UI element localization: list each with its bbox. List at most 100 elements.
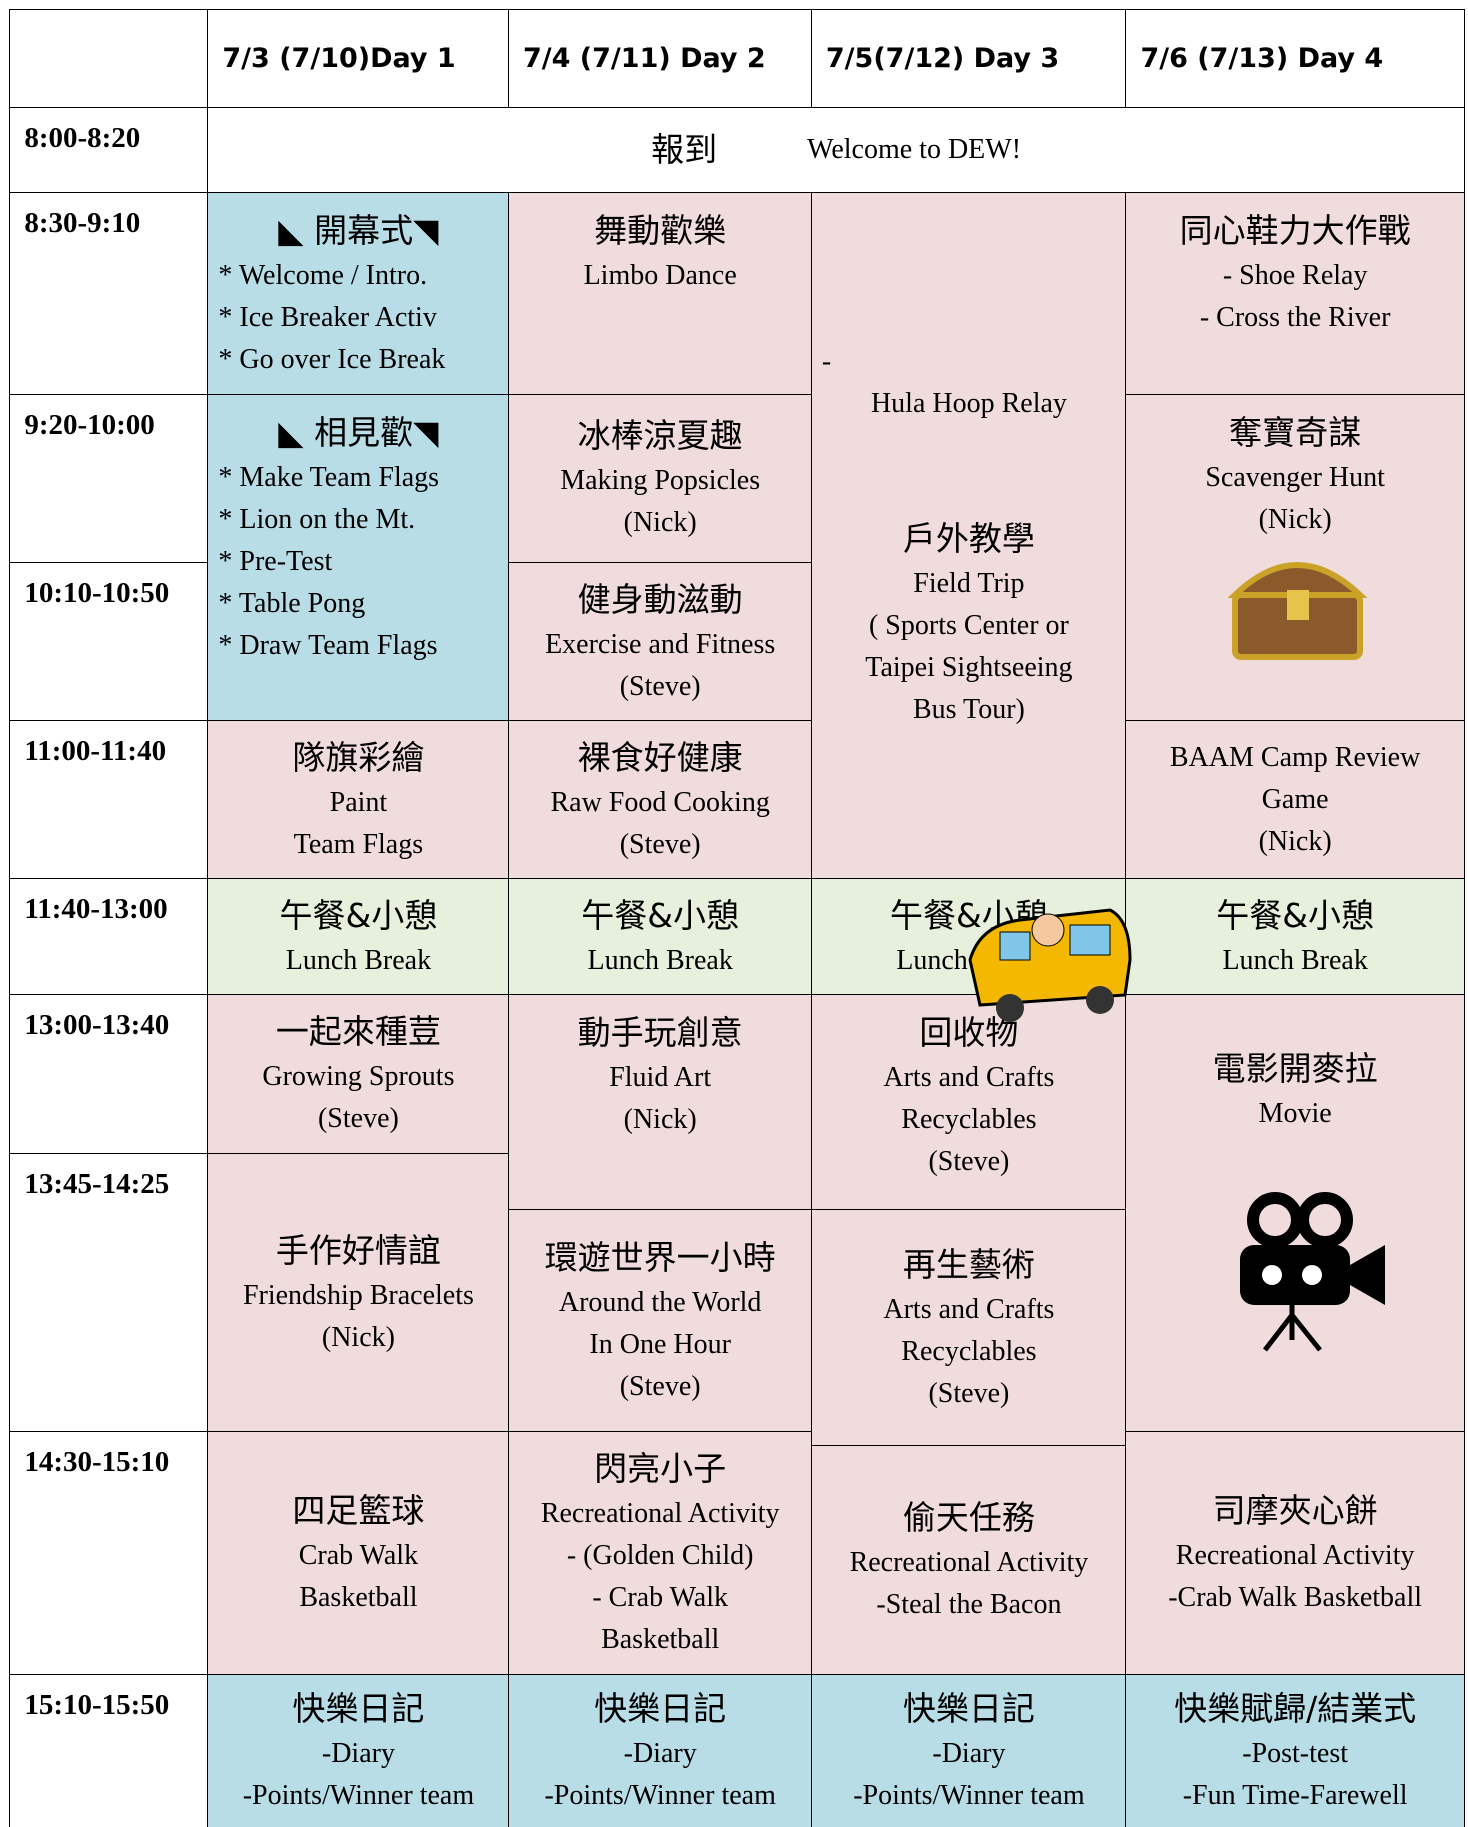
activity-cell: 裸食好健康 Raw Food Cooking (Steve) [507, 720, 813, 880]
activity-line: - Cross the River [1199, 302, 1391, 334]
activity-line: Recreational Activity [540, 1498, 780, 1530]
activity-title: 冰棒涼夏趣 [577, 416, 743, 456]
activity-line: Recyclables [901, 1335, 1037, 1367]
activity-line: Scavenger Hunt [1205, 461, 1385, 493]
activity-title: 報到 [651, 130, 718, 170]
activity-title: 手作好情誼 [275, 1230, 441, 1270]
activity-title: 動手玩創意 [577, 1012, 743, 1052]
movie-camera-icon [1240, 1192, 1385, 1352]
activity-title: 午餐&小憩 [279, 895, 438, 935]
activity-line: Arts and Crafts [883, 1061, 1055, 1093]
activity-title: 司摩夾心餅 [1212, 1491, 1378, 1531]
activity-cell: 舞動歡樂 Limbo Dance [507, 192, 813, 396]
activity-line: Game [1261, 783, 1329, 815]
activity-line: Taipei Sightseeing [865, 652, 1073, 684]
activity-line: (Steve) [619, 670, 701, 702]
activity-line: -Crab Walk Basketball [1168, 1582, 1423, 1614]
activity-title: 快樂日記 [594, 1689, 727, 1729]
time-slot: 9:20-10:00 [9, 393, 209, 564]
activity-line: (Nick) [1258, 825, 1332, 857]
activity-title: 一起來種荳 [275, 1012, 441, 1052]
time-slot: 8:00-8:20 [9, 107, 209, 194]
activity-line: Lunch Break [587, 944, 733, 976]
activity-line: Fluid Art [609, 1061, 712, 1093]
activity-title: 戶外教學 [902, 519, 1035, 559]
activity-line: Hula Hoop Relay [870, 388, 1067, 420]
activity-cell: 環遊世界一小時 Around the World In One Hour (Steve… [507, 1209, 813, 1433]
activity-line: * Pre-Test [218, 545, 333, 577]
activity-cell: ◣ 開幕式◥ * Welcome / Intro. * Ice Breaker Ac… [207, 192, 510, 396]
activity-line: (Steve) [928, 1377, 1010, 1409]
day-header: 7/6 (7/13) Day 4 [1125, 9, 1465, 109]
header-corner [9, 9, 209, 109]
day-header: 7/3 (7/10)Day 1 [207, 9, 510, 109]
activity-cell: 電影開麥拉 Movie [1125, 993, 1465, 1433]
time-slot: 15:10-15:50 [9, 1674, 209, 1827]
time-slot: 11:40-13:00 [9, 878, 209, 996]
activity-title: 偷天任務 [902, 1498, 1035, 1538]
activity-line: Raw Food Cooking [550, 786, 770, 818]
day-header: 7/4 (7/11) Day 2 [507, 9, 813, 109]
activity-line: -Post-test [1242, 1738, 1349, 1770]
activity-line: * Draw Team Flags [218, 629, 438, 661]
activity-title: ◣ 開幕式◥ [278, 211, 439, 251]
activity-line: Basketball [601, 1624, 720, 1656]
activity-line: (Nick) [623, 1103, 697, 1135]
activity-line: (Steve) [619, 828, 701, 860]
activity-cell: 健身動滋動 Exercise and Fitness (Steve) [507, 561, 813, 722]
activity-cell: 偷天任務 Recreational Activity -Steal the Baco… [810, 1444, 1127, 1676]
activity-cell: 午餐&小憩 Lunch Break [207, 878, 510, 996]
activity-line: Growing Sprouts [262, 1061, 455, 1093]
activity-line: (Nick) [1258, 503, 1332, 535]
activity-cell: 隊旗彩繪 Paint Team Flags [207, 720, 510, 880]
field-trip-bus-icon [968, 908, 1132, 1022]
activity-line: Lunch Break [285, 944, 432, 976]
activity-title: 舞動歡樂 [594, 211, 727, 251]
activity-line: (Nick) [321, 1321, 395, 1353]
activity-line: Recyclables [901, 1103, 1037, 1135]
activity-title: 四足籃球 [292, 1491, 425, 1531]
activity-line: - Crab Walk [592, 1582, 728, 1614]
activity-line: -Diary [623, 1738, 697, 1770]
activity-title: 午餐&小憩 [581, 895, 740, 935]
activity-line: BAAM Camp Review [1169, 741, 1421, 773]
time-slot: 11:00-11:40 [9, 720, 209, 880]
activity-line: Friendship Bracelets [242, 1279, 474, 1311]
activity-line: -Diary [932, 1738, 1006, 1770]
activity-title: 閃亮小子 [594, 1449, 727, 1489]
time-slot: 14:30-15:10 [9, 1430, 209, 1676]
activity-cell: 四足籃球 Crab Walk Basketball [207, 1430, 510, 1676]
time-slot: 13:00-13:40 [9, 993, 209, 1155]
activity-cell: 午餐&小憩 Lunch Break [507, 878, 813, 996]
activity-cell: 再生藝術 Arts and Crafts Recyclables (Steve) [810, 1209, 1127, 1447]
activity-line: Recreational Activity [849, 1547, 1089, 1579]
activity-line: Around the World [558, 1286, 762, 1318]
treasure-chest-icon [1227, 562, 1368, 660]
activity-line: -Points/Winner team [242, 1780, 475, 1812]
activity-title: 快樂日記 [292, 1689, 425, 1729]
activity-line: -Points/Winner team [853, 1780, 1085, 1812]
activity-title: 電影開麥拉 [1212, 1048, 1378, 1088]
activity-title: 同心鞋力大作戰 [1179, 211, 1411, 251]
activity-cell: 一起來種荳 Growing Sprouts (Steve) [207, 993, 510, 1155]
activity-line: Exercise and Fitness [545, 628, 776, 660]
activity-title: 隊旗彩繪 [292, 737, 425, 777]
activity-line: Basketball [299, 1582, 418, 1614]
time-slot: 10:10-10:50 [9, 561, 209, 722]
activity-line: * Table Pong [218, 587, 366, 619]
time-slot: 13:45-14:25 [9, 1153, 209, 1433]
activity-line: -Points/Winner team [544, 1780, 776, 1812]
activity-cell: 手作好情誼 Friendship Bracelets (Nick) [207, 1153, 510, 1433]
activity-line: ( Sports Center or [868, 610, 1069, 642]
activity-line: Crab Walk [298, 1540, 419, 1572]
activity-line: In One Hour [589, 1328, 731, 1360]
activity-line: Bus Tour) [912, 694, 1025, 726]
activity-title: 午餐&小憩 [1216, 895, 1374, 935]
activity-cell: BAAM Camp Review Game (Nick) [1125, 720, 1465, 880]
activity-cell: 奪寶奇謀 Scavenger Hunt (Nick) [1125, 393, 1465, 722]
activity-line: * Make Team Flags [218, 461, 440, 493]
activity-line: Arts and Crafts [883, 1293, 1055, 1325]
activity-line: - [821, 346, 832, 378]
activity-title: 快樂賦歸/結業式 [1174, 1689, 1417, 1729]
activity-title: 再生藝術 [902, 1244, 1035, 1284]
